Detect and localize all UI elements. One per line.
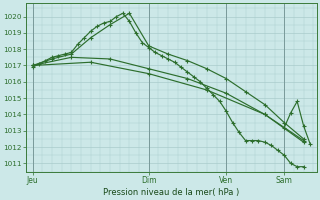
X-axis label: Pression niveau de la mer( hPa ): Pression niveau de la mer( hPa ) [103, 188, 239, 197]
